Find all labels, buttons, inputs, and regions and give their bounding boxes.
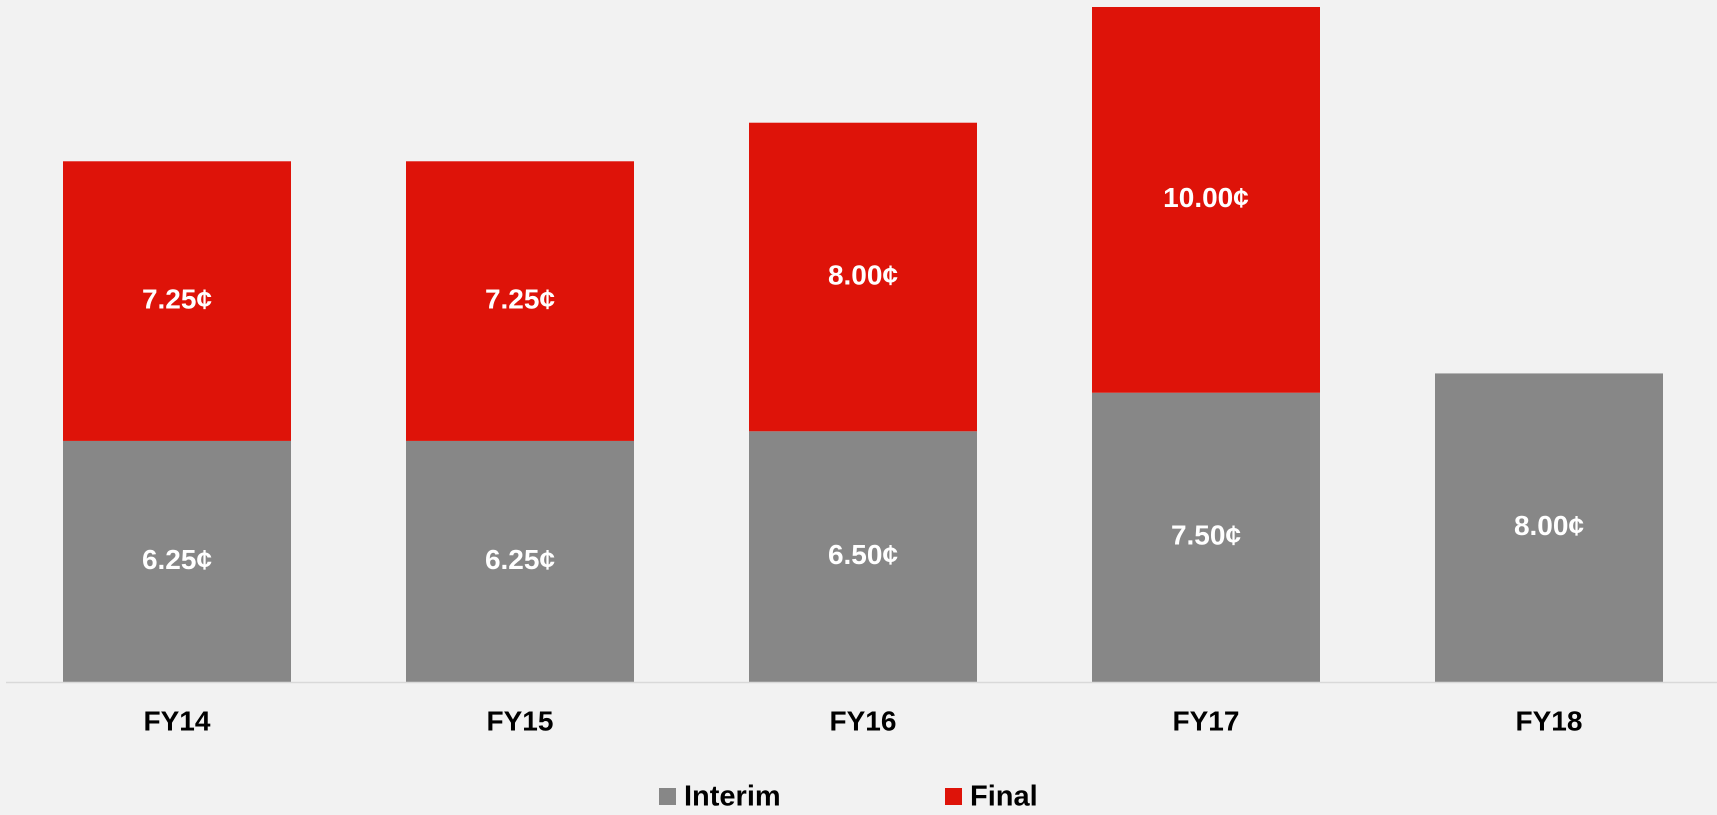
x-tick-label: FY15 (487, 705, 554, 736)
value-label: 7.50¢ (1171, 520, 1241, 551)
value-label: 10.00¢ (1163, 182, 1249, 213)
x-tick-label: FY16 (830, 705, 897, 736)
legend-label: Interim (684, 781, 781, 813)
bar-segment (1435, 373, 1663, 682)
value-label: 8.00¢ (828, 259, 898, 290)
value-label: 8.00¢ (1514, 510, 1584, 541)
x-tick-label: FY17 (1173, 705, 1240, 736)
x-tick-label: FY14 (144, 705, 211, 736)
bar-segment (1092, 7, 1320, 393)
bar-segment (749, 431, 977, 682)
legend-swatch (659, 788, 676, 805)
bar-segment (63, 440, 291, 682)
bar-segment (406, 161, 634, 441)
legend-label: Final (970, 781, 1038, 813)
value-label: 7.25¢ (142, 283, 212, 314)
legend-swatch (945, 788, 962, 805)
x-tick-label: FY18 (1516, 705, 1583, 736)
value-label: 6.25¢ (485, 544, 555, 575)
bar-segment (749, 122, 977, 432)
value-label: 6.50¢ (828, 539, 898, 570)
bar-segment (1092, 392, 1320, 682)
value-label: 6.25¢ (142, 544, 212, 575)
bar-segment (406, 440, 634, 682)
value-label: 7.25¢ (485, 283, 555, 314)
bar-segment (63, 161, 291, 441)
